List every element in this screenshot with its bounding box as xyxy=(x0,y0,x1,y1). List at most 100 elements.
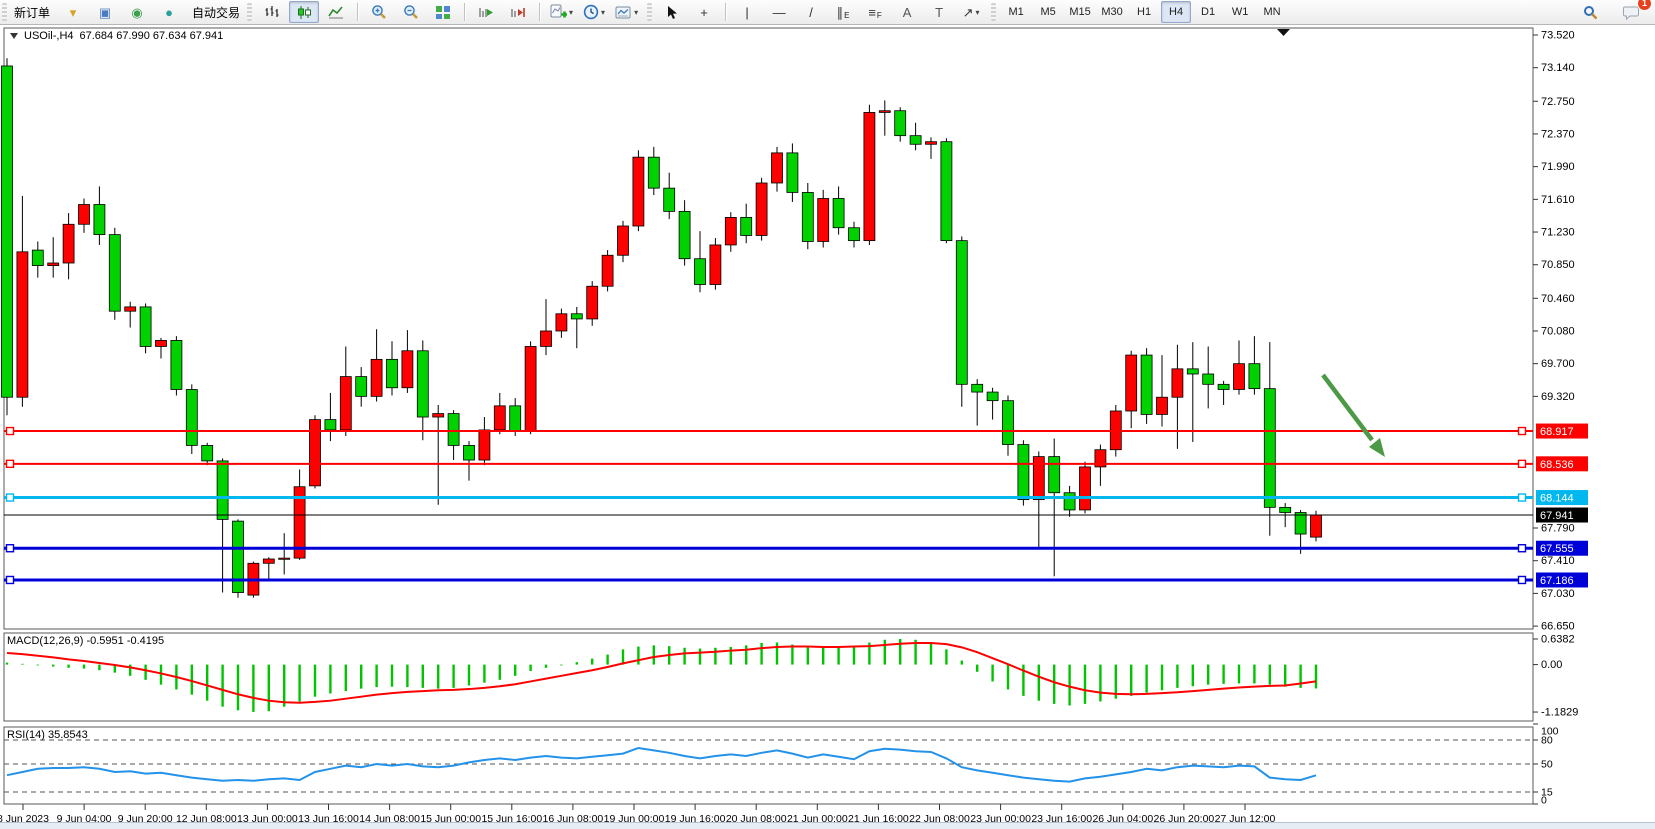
candle-body[interactable] xyxy=(570,313,583,320)
timeframe-button-m15[interactable]: M15 xyxy=(1069,6,1091,18)
candle-body[interactable] xyxy=(724,217,737,246)
bearish-trend-arrow-head[interactable] xyxy=(1369,438,1385,457)
resistance-line-1-handle[interactable] xyxy=(1517,426,1527,436)
candle-body[interactable] xyxy=(971,383,984,393)
timeframe-button-d1[interactable]: D1 xyxy=(1201,6,1216,18)
candle-body[interactable] xyxy=(324,419,337,431)
candle-body[interactable] xyxy=(755,182,768,236)
toolbar-grip[interactable] xyxy=(647,3,653,21)
candle-body[interactable] xyxy=(1202,373,1215,385)
candle-body[interactable] xyxy=(78,204,90,225)
indicators-icon[interactable]: ▾ xyxy=(546,1,577,23)
support-line-blue-2-handle[interactable] xyxy=(5,575,15,585)
candle-body[interactable] xyxy=(1125,354,1138,412)
candle-body[interactable] xyxy=(771,152,783,184)
vertical-line-icon[interactable]: | xyxy=(745,4,749,20)
timeframe-button-m30[interactable]: M30 xyxy=(1101,6,1123,18)
candle-body[interactable] xyxy=(401,350,414,389)
candle-body[interactable] xyxy=(586,285,599,320)
timeframe-button-h1[interactable]: H1 xyxy=(1137,6,1152,18)
candle-body[interactable] xyxy=(62,223,75,264)
auto-trading-globe-icon[interactable]: ● xyxy=(165,4,173,20)
candle-body[interactable] xyxy=(1079,466,1091,511)
candle-body[interactable] xyxy=(278,557,291,560)
tile-windows-icon[interactable] xyxy=(428,1,458,23)
chart-window-icon[interactable]: ▣ xyxy=(98,4,112,20)
candle-body[interactable] xyxy=(601,254,614,287)
collapse-objects-icon[interactable] xyxy=(10,33,18,39)
candle-body[interactable] xyxy=(986,391,999,402)
new-order-funnel-icon[interactable]: ▾ xyxy=(69,4,77,20)
candle-body[interactable] xyxy=(1279,506,1292,513)
candle-body[interactable] xyxy=(339,376,352,431)
timeframe-button-mn[interactable]: MN xyxy=(1263,6,1281,18)
fibonacci-icon[interactable]: ≡ F xyxy=(868,4,882,20)
candle-body[interactable] xyxy=(463,445,475,461)
equidistant-channel-icon[interactable]: ∥ E xyxy=(836,4,850,20)
support-line-blue-1-handle[interactable] xyxy=(1517,544,1527,553)
candle-body[interactable] xyxy=(817,198,830,242)
candle-body[interactable] xyxy=(1171,368,1184,398)
candle-body[interactable] xyxy=(663,187,676,212)
candle-body[interactable] xyxy=(124,306,137,312)
candle-body[interactable] xyxy=(1217,383,1230,390)
bearish-trend-arrow[interactable] xyxy=(1321,373,1374,442)
support-line-cyan-handle[interactable] xyxy=(5,493,15,502)
candle-body[interactable] xyxy=(478,429,491,461)
candle-body[interactable] xyxy=(216,460,229,520)
auto-trading-button[interactable]: 自动交易 xyxy=(188,2,244,22)
toolbar-grip[interactable] xyxy=(247,3,253,21)
candle-body[interactable] xyxy=(1032,456,1045,501)
candle-body[interactable] xyxy=(1,65,13,398)
macd-panel[interactable] xyxy=(3,632,1534,722)
resistance-line-2-handle[interactable] xyxy=(5,459,15,469)
candle-body[interactable] xyxy=(1048,456,1061,494)
candle-body[interactable] xyxy=(262,558,275,564)
chat-icon[interactable]: 1 xyxy=(1616,0,1652,23)
candle-body[interactable] xyxy=(894,110,907,137)
candle-body[interactable] xyxy=(632,156,645,227)
candle-body[interactable] xyxy=(848,227,860,242)
search-icon[interactable] xyxy=(1575,1,1605,23)
candle-body[interactable] xyxy=(1263,388,1276,508)
candlestick-chart-icon[interactable] xyxy=(289,1,320,23)
support-line-blue-1-handle[interactable] xyxy=(5,544,15,553)
trendline-icon[interactable]: / xyxy=(809,4,813,20)
chart-title[interactable]: USOil-,H4 67.684 67.990 67.634 67.941 xyxy=(10,30,223,42)
price-chart-canvas[interactable]: 73.520 73.140 72.750 72.370 71.990 71.610 71.2… xyxy=(0,24,1655,823)
candle-body[interactable] xyxy=(1063,492,1076,511)
candle-body[interactable] xyxy=(878,110,891,113)
candle-body[interactable] xyxy=(832,198,845,229)
candle-body[interactable] xyxy=(709,244,722,285)
candle-body[interactable] xyxy=(31,249,44,266)
candle-body[interactable] xyxy=(1094,449,1107,468)
candle-body[interactable] xyxy=(493,405,506,431)
zoom-out-icon[interactable] xyxy=(396,1,426,23)
candle-body[interactable] xyxy=(509,405,522,432)
main-price-panel[interactable] xyxy=(3,27,1534,630)
candle-body[interactable] xyxy=(740,217,753,236)
candle-body[interactable] xyxy=(416,350,429,418)
support-line-blue-2-handle[interactable] xyxy=(1517,575,1527,585)
candle-body[interactable] xyxy=(1002,400,1014,445)
candle-body[interactable] xyxy=(108,234,121,312)
cursor-icon[interactable] xyxy=(657,1,687,23)
candle-body[interactable] xyxy=(925,141,937,145)
chart-shift-marker-icon[interactable] xyxy=(1277,29,1290,36)
candle-body[interactable] xyxy=(1017,444,1030,501)
candle-body[interactable] xyxy=(309,419,321,487)
text-tool-icon[interactable]: A xyxy=(902,4,912,20)
candle-body[interactable] xyxy=(232,520,244,593)
candle-body[interactable] xyxy=(432,413,445,418)
chart-shift-icon[interactable] xyxy=(503,1,533,23)
candle-body[interactable] xyxy=(678,210,691,260)
candle-body[interactable] xyxy=(524,346,537,432)
candle-body[interactable] xyxy=(909,135,922,145)
candle-body[interactable] xyxy=(170,340,183,390)
resistance-line-2-handle[interactable] xyxy=(1517,459,1527,469)
candle-body[interactable] xyxy=(370,358,383,397)
toolbar-grip[interactable] xyxy=(2,3,7,21)
timeframe-button-m5[interactable]: M5 xyxy=(1040,6,1056,18)
candle-body[interactable] xyxy=(1294,512,1307,535)
zoom-in-icon[interactable] xyxy=(364,1,394,23)
